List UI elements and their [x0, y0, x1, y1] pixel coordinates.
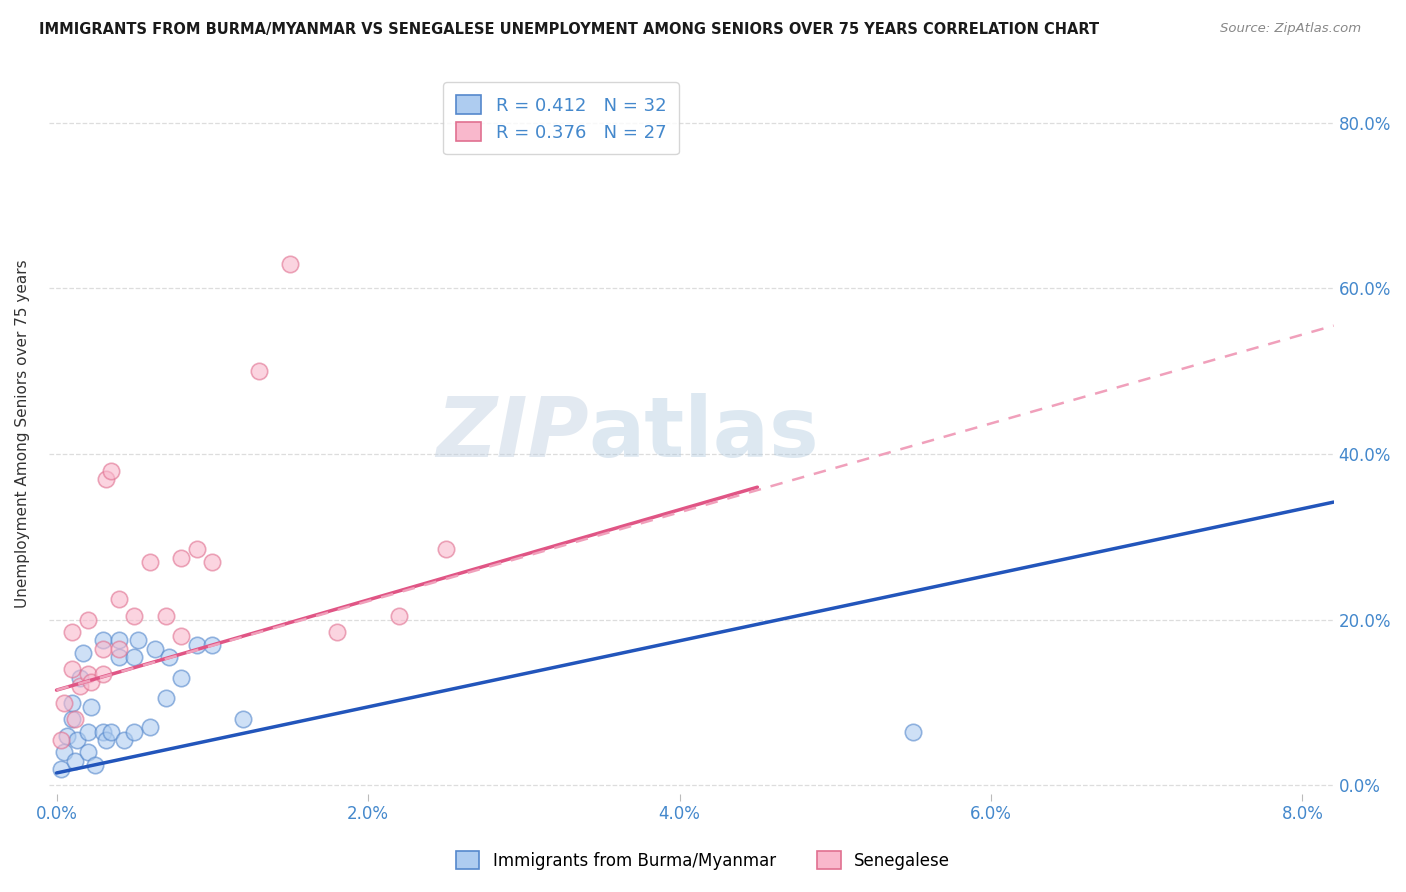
Point: [170, 671, 193, 685]
Point: [76, 724, 98, 739]
Point: [170, 629, 193, 643]
Point: [127, 633, 149, 648]
Point: [91, 666, 114, 681]
Point: [201, 555, 224, 569]
Point: [84, 757, 107, 772]
Point: [143, 641, 166, 656]
Point: [157, 650, 180, 665]
Point: [232, 712, 254, 726]
Legend: Immigrants from Burma/Myanmar, Senegalese: Immigrants from Burma/Myanmar, Senegales…: [450, 845, 956, 877]
Point: [434, 542, 457, 557]
Point: [100, 464, 122, 478]
Text: IMMIGRANTS FROM BURMA/MYANMAR VS SENEGALESE UNEMPLOYMENT AMONG SENIORS OVER 75 Y: IMMIGRANTS FROM BURMA/MYANMAR VS SENEGAL…: [39, 22, 1099, 37]
Point: [155, 608, 177, 623]
Point: [91, 641, 114, 656]
Point: [170, 550, 193, 565]
Point: [60, 712, 83, 726]
Point: [60, 625, 83, 640]
Point: [247, 364, 270, 378]
Point: [326, 625, 349, 640]
Point: [76, 666, 98, 681]
Y-axis label: Unemployment Among Seniors over 75 years: Unemployment Among Seniors over 75 years: [15, 259, 30, 607]
Point: [96, 472, 118, 486]
Point: [91, 633, 114, 648]
Point: [201, 638, 224, 652]
Point: [69, 671, 91, 685]
Point: [124, 608, 146, 623]
Point: [108, 633, 131, 648]
Point: [51, 732, 73, 747]
Point: [51, 762, 73, 776]
Point: [60, 696, 83, 710]
Point: [100, 724, 122, 739]
Point: [112, 732, 135, 747]
Legend: R = 0.412   N = 32, R = 0.376   N = 27: R = 0.412 N = 32, R = 0.376 N = 27: [443, 82, 679, 154]
Point: [66, 732, 89, 747]
Point: [124, 650, 146, 665]
Point: [388, 608, 411, 623]
Text: atlas: atlas: [588, 392, 820, 474]
Point: [69, 679, 91, 693]
Point: [139, 555, 162, 569]
Point: [65, 712, 87, 726]
Point: [72, 646, 94, 660]
Point: [96, 732, 118, 747]
Point: [53, 745, 76, 759]
Point: [108, 592, 131, 607]
Point: [53, 696, 76, 710]
Text: ZIP: ZIP: [436, 392, 588, 474]
Point: [108, 641, 131, 656]
Text: Source: ZipAtlas.com: Source: ZipAtlas.com: [1220, 22, 1361, 36]
Point: [186, 542, 208, 557]
Point: [278, 256, 301, 270]
Point: [60, 662, 83, 676]
Point: [108, 650, 131, 665]
Point: [186, 638, 208, 652]
Point: [80, 674, 103, 689]
Point: [76, 613, 98, 627]
Point: [139, 720, 162, 734]
Point: [155, 691, 177, 706]
Point: [76, 745, 98, 759]
Point: [80, 699, 103, 714]
Point: [65, 754, 87, 768]
Point: [124, 724, 146, 739]
Point: [56, 729, 79, 743]
Point: [901, 724, 924, 739]
Point: [91, 724, 114, 739]
